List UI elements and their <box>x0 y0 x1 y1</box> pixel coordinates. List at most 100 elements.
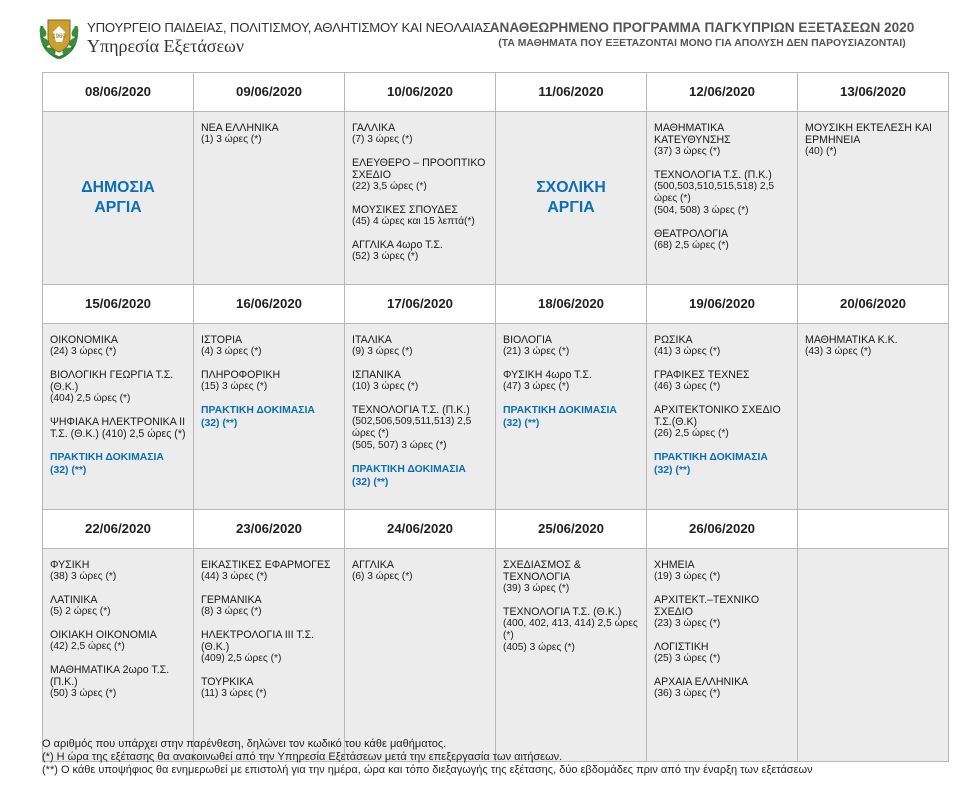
holiday-label: ΣΧΟΛΙΚΗ ΑΡΓΙΑ <box>536 179 606 216</box>
exam-code-duration: (43) 3 ώρες (*) <box>805 346 872 357</box>
exam-code-duration: (505, 507) 3 ώρες (*) <box>352 440 447 451</box>
exam-code-duration: (37) 3 ώρες (*) <box>654 146 721 157</box>
practical-test: ΠΡΑΚΤΙΚΗ ΔΟΚΙΜΑΣΙΑ (32) (**) <box>50 451 187 477</box>
practical-test-code: (32) (**) <box>654 465 691 476</box>
exam-subject: ΦΥΣΙΚΗ 4ωρο Τ.Σ. <box>503 369 592 381</box>
practical-test-code: (32) (**) <box>503 418 540 429</box>
cyprus-emblem-icon: 1960 <box>39 19 79 60</box>
exam-entry: ΑΡΧΑΙΑ ΕΛΛΗΝΙΚΑ (36) 3 ώρες (*) <box>654 676 791 700</box>
exams-row: ΦΥΣΙΚΗ (38) 3 ώρες (*) ΛΑΤΙΝΙΚΑ (5) 2 ώρες … <box>42 548 949 762</box>
exam-entry: ΜΑΘΗΜΑΤΙΚΑ 2ωρο Τ.Σ. (Π.Κ.) (50) 3 ώρες (… <box>50 664 187 700</box>
exam-subject: ΜΑΘΗΜΑΤΙΚΑ ΚΑΤΕΥΘΥΝΣΗΣ <box>654 122 731 146</box>
exam-subject: ΤΕΧΝΟΛΟΓΙΑ Τ.Σ. (Π.Κ.) <box>352 404 470 416</box>
exam-date: 22/06/2020 <box>84 521 151 536</box>
date-header-cell: 25/06/2020 <box>495 509 647 549</box>
exam-entry: ΛΟΓΙΣΤΙΚΗ (25) 3 ώρες (*) <box>654 641 791 665</box>
exam-code-duration: (21) 3 ώρες (*) <box>503 346 570 357</box>
exam-code-duration: (11) 3 ώρες (*) <box>201 688 267 699</box>
exam-date: 08/06/2020 <box>84 84 151 99</box>
exam-date: 17/06/2020 <box>386 296 453 311</box>
exam-entry: ΙΣΤΟΡΙΑ (4) 3 ώρες (*) <box>201 334 338 358</box>
exam-subject: ΒΙΟΛΟΓΙΑ <box>503 334 552 346</box>
exam-code-duration: (46) 3 ώρες (*) <box>654 381 721 392</box>
exam-code-duration: (23) 3 ώρες (*) <box>654 618 721 629</box>
day-exams-cell: ΑΓΓΛΙΚΑ (6) 3 ώρες (*) <box>344 548 496 762</box>
exams-row: ΟΙΚΟΝΟΜΙΚΑ (24) 3 ώρες (*) ΒΙΟΛΟΓΙΚΗ ΓΕΩΡΓ… <box>42 323 949 510</box>
date-header-cell: 19/06/2020 <box>646 284 798 324</box>
exam-entry: ΝΕΑ ΕΛΛΗΝΙΚΑ (1) 3 ώρες (*) <box>201 122 338 146</box>
practical-test-label: ΠΡΑΚΤΙΚΗ ΔΟΚΙΜΑΣΙΑ <box>503 405 617 416</box>
exam-date: 16/06/2020 <box>235 296 302 311</box>
exam-code-duration: (5) 2 ώρες (*) <box>50 606 111 617</box>
exam-subject: ΠΛΗΡΟΦΟΡΙΚΗ <box>201 369 281 381</box>
exam-entry: ΛΑΤΙΝΙΚΑ (5) 2 ώρες (*) <box>50 594 187 618</box>
exam-entry: ΦΥΣΙΚΗ 4ωρο Τ.Σ. (47) 3 ώρες (*) <box>503 369 640 393</box>
exam-date: 10/06/2020 <box>386 84 453 99</box>
practical-test: ΠΡΑΚΤΙΚΗ ΔΟΚΙΜΑΣΙΑ (32) (**) <box>201 404 338 430</box>
date-header-cell: 23/06/2020 <box>193 509 345 549</box>
footnote: (**) Ο κάθε υποψήφιος θα ενημερωθεί με ε… <box>42 764 813 776</box>
practical-test-label: ΠΡΑΚΤΙΚΗ ΔΟΚΙΜΑΣΙΑ <box>352 464 466 475</box>
exam-code-duration: (400, 402, 413, 414) 2,5 ώρες (*) <box>503 618 638 641</box>
date-header-cell: 15/06/2020 <box>42 284 194 324</box>
date-header-cell: 11/06/2020 <box>495 72 647 112</box>
exam-entry: ΟΙΚΙΑΚΗ ΟΙΚΟΝΟΜΙΑ (42) 2,5 ώρες (*) <box>50 629 187 653</box>
exam-subject: ΑΓΓΛΙΚΑ <box>352 559 394 571</box>
day-exams-cell: ΟΙΚΟΝΟΜΙΚΑ (24) 3 ώρες (*) ΒΙΟΛΟΓΙΚΗ ΓΕΩΡΓ… <box>42 323 194 510</box>
exam-code-duration: (504, 508) 3 ώρες (*) <box>654 205 749 216</box>
service-name: Υπηρεσία Εξετάσεων <box>87 36 245 56</box>
exam-subject: ΑΡΧΙΤΕΚΤ.–ΤΕΧΝΙΚΟ ΣΧΕΔΙΟ <box>654 594 760 618</box>
exam-subject: ΑΡΧΑΙΑ ΕΛΛΗΝΙΚΑ <box>654 676 749 688</box>
practical-test: ΠΡΑΚΤΙΚΗ ΔΟΚΙΜΑΣΙΑ (32) (**) <box>503 404 640 430</box>
date-header-cell <box>797 509 949 549</box>
exam-code-duration: (502,506,509,511,513) 2,5 ώρες (*) <box>352 416 472 439</box>
exam-code-duration: (24) 3 ώρες (*) <box>50 346 117 357</box>
exam-subject: ΧΗΜΕΙΑ <box>654 559 695 571</box>
exam-subject: ΡΩΣΙΚΑ <box>654 334 693 346</box>
exam-code-duration: (10) 3 ώρες (*) <box>352 381 419 392</box>
exam-entry: ΕΛΕΥΘΕΡΟ – ΠΡΟΟΠΤΙΚΟ ΣΧΕΔΙΟ (22) 3,5 ώρες… <box>352 157 489 193</box>
exam-code-duration: (405) 3 ώρες (*) <box>503 642 575 653</box>
exam-code-duration: (409) 2,5 ώρες (*) <box>201 653 282 664</box>
exam-subject: ΤΕΧΝΟΛΟΓΙΑ Τ.Σ. (Π.Κ.) <box>654 169 772 181</box>
exam-subject: ΜΑΘΗΜΑΤΙΚΑ Κ.Κ. <box>805 334 898 346</box>
exam-entry: ΤΕΧΝΟΛΟΓΙΑ Τ.Σ. (Θ.Κ.) (400, 402, 413, 41… <box>503 606 640 654</box>
exam-code-duration: (68) 2,5 ώρες (*) <box>654 240 729 251</box>
exam-date: 12/06/2020 <box>688 84 755 99</box>
date-header-cell: 24/06/2020 <box>344 509 496 549</box>
exam-entry: ΗΛΕΚΤΡΟΛΟΓΙΑ ΙΙΙ Τ.Σ.(Θ.Κ.) (409) 2,5 ώρε… <box>201 629 338 665</box>
day-exams-cell: ΦΥΣΙΚΗ (38) 3 ώρες (*) ΛΑΤΙΝΙΚΑ (5) 2 ώρες … <box>42 548 194 762</box>
document-header: 1960 ΥΠΟΥΡΓΕΙΟ ΠΑΙΔΕΙΑΣ, ΠΟΛΙΤΙΣΜΟΥ, ΑΘΛ… <box>0 0 958 70</box>
ministry-name: ΥΠΟΥΡΓΕΙΟ ΠΑΙΔΕΙΑΣ, ΠΟΛΙΤΙΣΜΟΥ, ΑΘΛΗΤΙΣΜ… <box>87 20 491 35</box>
date-header-cell: 12/06/2020 <box>646 72 798 112</box>
exam-entry: ΦΥΣΙΚΗ (38) 3 ώρες (*) <box>50 559 187 583</box>
exam-entry: ΓΕΡΜΑΝΙΚΑ (8) 3 ώρες (*) <box>201 594 338 618</box>
exam-code-duration: (45) 4 ώρες και 15 λεπτά(*) <box>352 216 475 227</box>
exam-date: 11/06/2020 <box>538 84 604 99</box>
exam-date: 25/06/2020 <box>537 521 604 536</box>
exams-row: ΔΗΜΟΣΙΑ ΑΡΓΙΑ ΝΕΑ ΕΛΛΗΝΙΚΑ (1) 3 ώρες (*) Γ… <box>42 111 949 285</box>
exam-subject: ΙΣΤΟΡΙΑ <box>201 334 243 346</box>
date-header-cell: 13/06/2020 <box>797 72 949 112</box>
exam-subject: ΟΙΚΙΑΚΗ ΟΙΚΟΝΟΜΙΑ <box>50 629 157 641</box>
day-exams-cell: ΣΧΕΔΙΑΣΜΟΣ & ΤΕΧΝΟΛΟΓΙΑ (39) 3 ώρες (*) ΤΕ… <box>495 548 647 762</box>
exam-entry: ΜΑΘΗΜΑΤΙΚΑ Κ.Κ. (43) 3 ώρες (*) <box>805 334 942 358</box>
exam-subject: ΕΛΕΥΘΕΡΟ – ΠΡΟΟΠΤΙΚΟ ΣΧΕΔΙΟ <box>352 157 486 181</box>
exam-entry: ΣΧΕΔΙΑΣΜΟΣ & ΤΕΧΝΟΛΟΓΙΑ (39) 3 ώρες (*) <box>503 559 640 595</box>
exam-entry: ΤΕΧΝΟΛΟΓΙΑ Τ.Σ. (Π.Κ.) (502,506,509,511,5… <box>352 404 489 452</box>
exam-code-duration: (36) 3 ώρες (*) <box>654 688 721 699</box>
exam-code-duration: (26) 2,5 ώρες (*) <box>654 428 729 439</box>
practical-test-code: (32) (**) <box>352 477 389 488</box>
day-exams-cell: ΕΙΚΑΣΤΙΚΕΣ ΕΦΑΡΜΟΓΕΣ (44) 3 ώρες (*) ΓΕΡΜΑ… <box>193 548 345 762</box>
day-exams-cell: ΜΟΥΣΙΚΗ ΕΚΤΕΛΕΣΗ ΚΑΙ ΕΡΜΗΝΕΙΑ (40) (*) <box>797 111 949 285</box>
date-header-cell: 10/06/2020 <box>344 72 496 112</box>
day-exams-cell: ΧΗΜΕΙΑ (19) 3 ώρες (*) ΑΡΧΙΤΕΚΤ.–ΤΕΧΝΙΚΟ Σ… <box>646 548 798 762</box>
day-exams-cell: ΝΕΑ ΕΛΛΗΝΙΚΑ (1) 3 ώρες (*) <box>193 111 345 285</box>
exam-entry: ΓΑΛΛΙΚΑ (7) 3 ώρες (*) <box>352 122 489 146</box>
exam-entry: ΜΑΘΗΜΑΤΙΚΑ ΚΑΤΕΥΘΥΝΣΗΣ (37) 3 ώρες (*) <box>654 122 791 158</box>
exam-code-duration: (52) 3 ώρες (*) <box>352 251 419 262</box>
date-row: 22/06/2020 23/06/2020 24/06/2020 25/06/2020… <box>42 509 949 549</box>
exam-code-duration: (404) 2,5 ώρες (*) <box>50 393 131 404</box>
svg-text:1960: 1960 <box>52 34 66 40</box>
exam-entry: ΤΟΥΡΚΙΚΑ (11) 3 ώρες (*) <box>201 676 338 700</box>
